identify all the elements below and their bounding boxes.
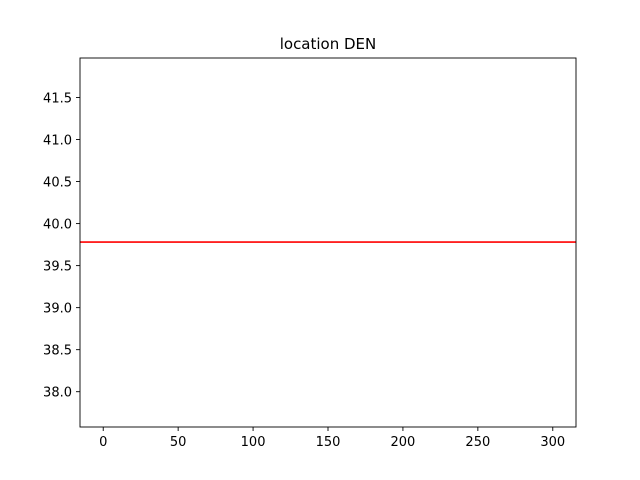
x-axis: 0 50 100 150 200 250 300: [99, 427, 565, 450]
y-tick-label: 40.0: [43, 218, 72, 233]
y-tick-label: 38.5: [43, 344, 72, 359]
y-tick-label: 39.0: [43, 302, 72, 317]
y-tick-label: 41.0: [43, 134, 72, 149]
plot-frame: [79, 57, 577, 428]
y-axis: 38.0 38.5 39.0 39.5 40.0 40.5 41.0 41.5: [43, 92, 80, 401]
x-tick-label: 300: [540, 435, 565, 450]
y-tick-label: 39.5: [43, 260, 72, 275]
y-tick-label: 40.5: [43, 176, 72, 191]
x-tick-label: 0: [99, 435, 107, 450]
y-tick-label: 38.0: [43, 386, 72, 401]
y-tick-label: 41.5: [43, 92, 72, 107]
x-tick-label: 150: [316, 435, 341, 450]
chart-title: location DEN: [280, 35, 377, 53]
x-tick-label: 100: [241, 435, 266, 450]
x-tick-label: 200: [391, 435, 416, 450]
x-tick-label: 50: [170, 435, 187, 450]
frame-layer: [79, 57, 577, 428]
x-tick-label: 250: [465, 435, 490, 450]
